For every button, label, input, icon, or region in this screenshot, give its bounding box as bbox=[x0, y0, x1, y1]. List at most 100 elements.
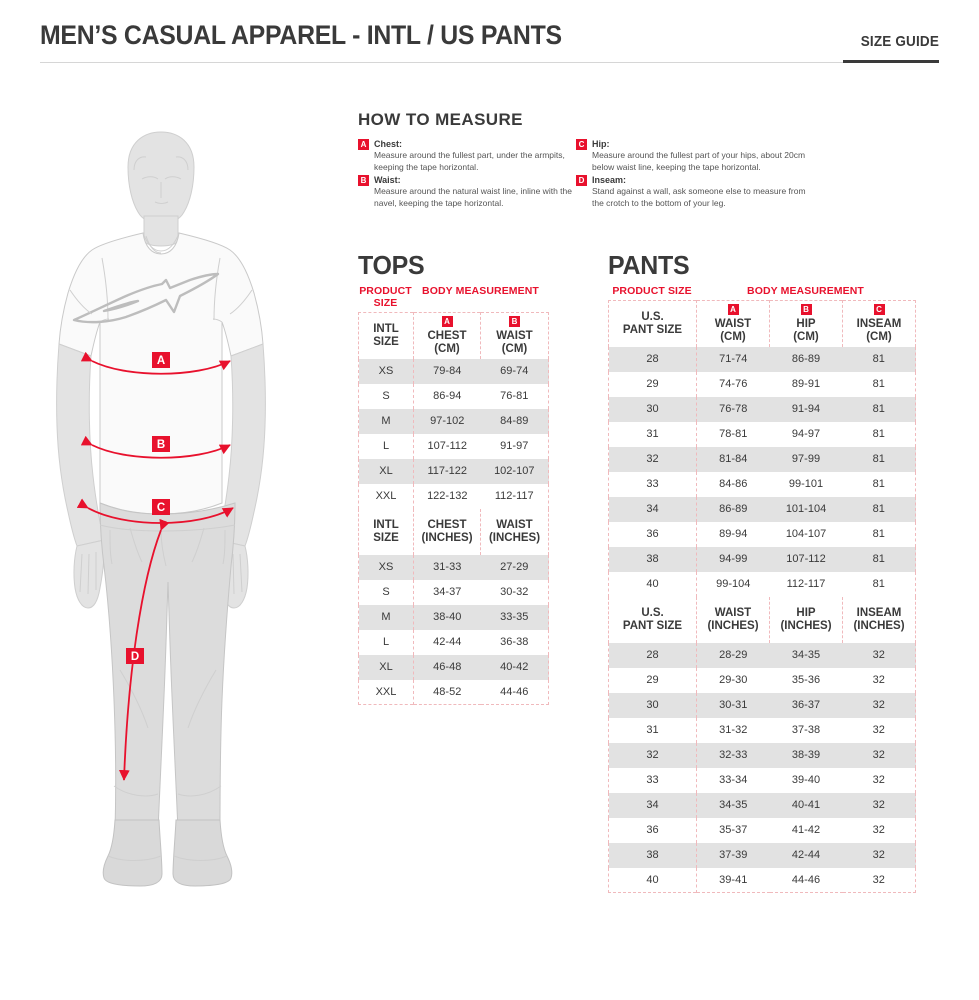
measure-item-desc: Measure around the natural waist line, i… bbox=[374, 186, 572, 208]
figure-marker-d: D bbox=[126, 648, 144, 664]
table-row: M 38-40 33-35 bbox=[358, 604, 549, 630]
table-row: XL 117-122 102-107 bbox=[358, 458, 549, 484]
header-measure-line1: WAIST bbox=[714, 606, 752, 619]
header-measure-cell: INSEAM (INCHES) bbox=[842, 596, 916, 643]
cell-waist: 40-42 bbox=[480, 654, 549, 680]
table-row: 38 94-99 107-112 81 bbox=[608, 546, 916, 572]
header-size-line1: INTL bbox=[373, 322, 399, 335]
table-row: 33 84-86 99-101 81 bbox=[609, 471, 916, 497]
cell-size: 30 bbox=[608, 692, 697, 718]
cell-inseam: 32 bbox=[872, 824, 885, 836]
tops-category-product-size: PRODUCT SIZE bbox=[359, 285, 412, 309]
cell-size: 36 bbox=[646, 824, 659, 836]
header-measure-line1: HIP bbox=[796, 606, 816, 619]
table-row: 28 71-74 86-89 81 bbox=[608, 346, 916, 372]
badge-a-icon: A bbox=[358, 139, 369, 150]
page-header: MEN’S CASUAL APPAREL - INTL / US PANTS S… bbox=[0, 0, 979, 70]
measure-item-waist: B Waist: Measure around the natural wais… bbox=[358, 175, 576, 209]
cell-hip: 34-35 bbox=[769, 642, 843, 668]
pants-table: U.S. PANT SIZE A WAIST (CM) B HIP (CM) C INSEAM (C… bbox=[608, 300, 916, 893]
header-measure-line2: (INCHES) bbox=[853, 619, 905, 632]
cell-hip: 40-41 bbox=[769, 792, 843, 818]
cell-hip: 112-117 bbox=[786, 578, 826, 590]
table-row: M 97-102 84-89 bbox=[358, 408, 549, 434]
measure-item-hip: C Hip: Measure around the fullest part o… bbox=[576, 139, 806, 173]
header-measure-cell: B WAIST (CM) bbox=[480, 312, 549, 359]
cell-hip: 101-104 bbox=[769, 496, 843, 522]
cell-hip: 44-46 bbox=[791, 873, 821, 886]
cell-size: 33 bbox=[646, 774, 659, 786]
cell-size: 36 bbox=[646, 528, 659, 540]
cell-hip: 97-99 bbox=[769, 446, 843, 472]
header-size-line1: INTL bbox=[373, 518, 399, 531]
svg-text:D: D bbox=[131, 651, 139, 663]
table-row: 28 28-29 34-35 32 bbox=[608, 642, 916, 668]
table-row: XL 46-48 40-42 bbox=[358, 654, 549, 680]
cell-waist: 74-76 bbox=[696, 371, 770, 397]
header-measure-cell: A WAIST (CM) bbox=[696, 300, 770, 347]
cell-inseam: 32 bbox=[872, 724, 885, 736]
badge-d-icon: D bbox=[576, 175, 587, 186]
table-row: 29 74-76 89-91 81 bbox=[609, 371, 916, 397]
cell-hip: 91-94 bbox=[769, 396, 843, 422]
header-size-line2: SIZE bbox=[373, 531, 399, 544]
cell-inseam: 32 bbox=[842, 692, 916, 718]
cell-inseam: 81 bbox=[842, 346, 916, 372]
cell-size: 34 bbox=[608, 496, 697, 522]
cell-waist: 30-31 bbox=[696, 692, 770, 718]
cell-chest: 31-33 bbox=[413, 554, 481, 580]
badge-b-icon: B bbox=[358, 175, 369, 186]
header-size-cell: INTL SIZE bbox=[358, 508, 414, 555]
cell-chest: 97-102 bbox=[413, 408, 481, 434]
measure-item-desc: Measure around the fullest part of your … bbox=[592, 150, 806, 172]
cell-size: 28 bbox=[608, 642, 697, 668]
header-measure-line2: (CM) bbox=[501, 342, 528, 355]
cell-waist: 76-78 bbox=[696, 396, 770, 422]
how-to-measure-section: HOW TO MEASURE A Chest: Measure around t… bbox=[358, 110, 918, 211]
header-measure-line1: HIP bbox=[796, 317, 816, 330]
table-row: 32 81-84 97-99 81 bbox=[608, 446, 916, 472]
cell-chest: 117-122 bbox=[413, 458, 481, 484]
table-row: 31 78-81 94-97 81 bbox=[609, 421, 916, 447]
measure-item-desc: Measure around the fullest part, under t… bbox=[374, 150, 565, 172]
cell-inseam: 32 bbox=[842, 642, 916, 668]
cell-waist: 36-38 bbox=[500, 636, 529, 648]
cell-chest: 122-132 bbox=[413, 483, 481, 509]
header-size-line1: U.S. bbox=[641, 310, 664, 323]
tops-heading: TOPS bbox=[358, 250, 425, 280]
figure-marker-a: A bbox=[152, 352, 170, 368]
cell-hip: 42-44 bbox=[769, 842, 843, 868]
table-row: L 107-112 91-97 bbox=[359, 433, 549, 459]
cell-size: 33 bbox=[646, 478, 659, 490]
cell-size: XXL bbox=[375, 685, 397, 698]
table-row: 31 31-32 37-38 32 bbox=[609, 717, 916, 743]
cell-inseam: 81 bbox=[842, 446, 916, 472]
table-row: 30 30-31 36-37 32 bbox=[608, 692, 916, 718]
pants-category-product-size: PRODUCT SIZE bbox=[612, 285, 692, 297]
header-measure-cell: WAIST (INCHES) bbox=[696, 596, 770, 643]
header-measure-cell: C INSEAM (CM) bbox=[842, 300, 916, 347]
cell-size: 31 bbox=[646, 724, 659, 736]
cell-size: XXL bbox=[375, 490, 397, 502]
badge-b-icon: B bbox=[509, 315, 520, 327]
cell-waist: 28-29 bbox=[696, 642, 770, 668]
table-row: 32 32-33 38-39 32 bbox=[608, 742, 916, 768]
tops-category-body-measurement: BODY MEASUREMENT bbox=[422, 285, 539, 297]
header-measure-line2: (CM) bbox=[434, 342, 460, 355]
cell-size: XS bbox=[358, 554, 414, 580]
page-title: MEN’S CASUAL APPAREL - INTL / US PANTS bbox=[40, 20, 562, 50]
header-measure-cell: HIP (INCHES) bbox=[769, 596, 843, 643]
table-row: 36 89-94 104-107 81 bbox=[609, 521, 916, 547]
cell-inseam: 81 bbox=[872, 528, 885, 540]
cell-size: L bbox=[382, 440, 390, 452]
cell-size: S bbox=[382, 586, 390, 598]
figure-marker-b: B bbox=[152, 436, 170, 452]
cell-chest: 38-40 bbox=[413, 604, 481, 630]
cell-size: 29 bbox=[646, 674, 659, 686]
table-row: 34 86-89 101-104 81 bbox=[608, 496, 916, 522]
table-header-row: INTL SIZE CHEST (INCHES) WAIST (INCHES) bbox=[358, 508, 549, 555]
table-row: S 34-37 30-32 bbox=[359, 579, 549, 605]
header-measure-line1: CHEST bbox=[427, 329, 467, 342]
how-to-measure-column-right: C Hip: Measure around the fullest part o… bbox=[576, 139, 806, 211]
cell-chest: 79-84 bbox=[413, 358, 481, 384]
